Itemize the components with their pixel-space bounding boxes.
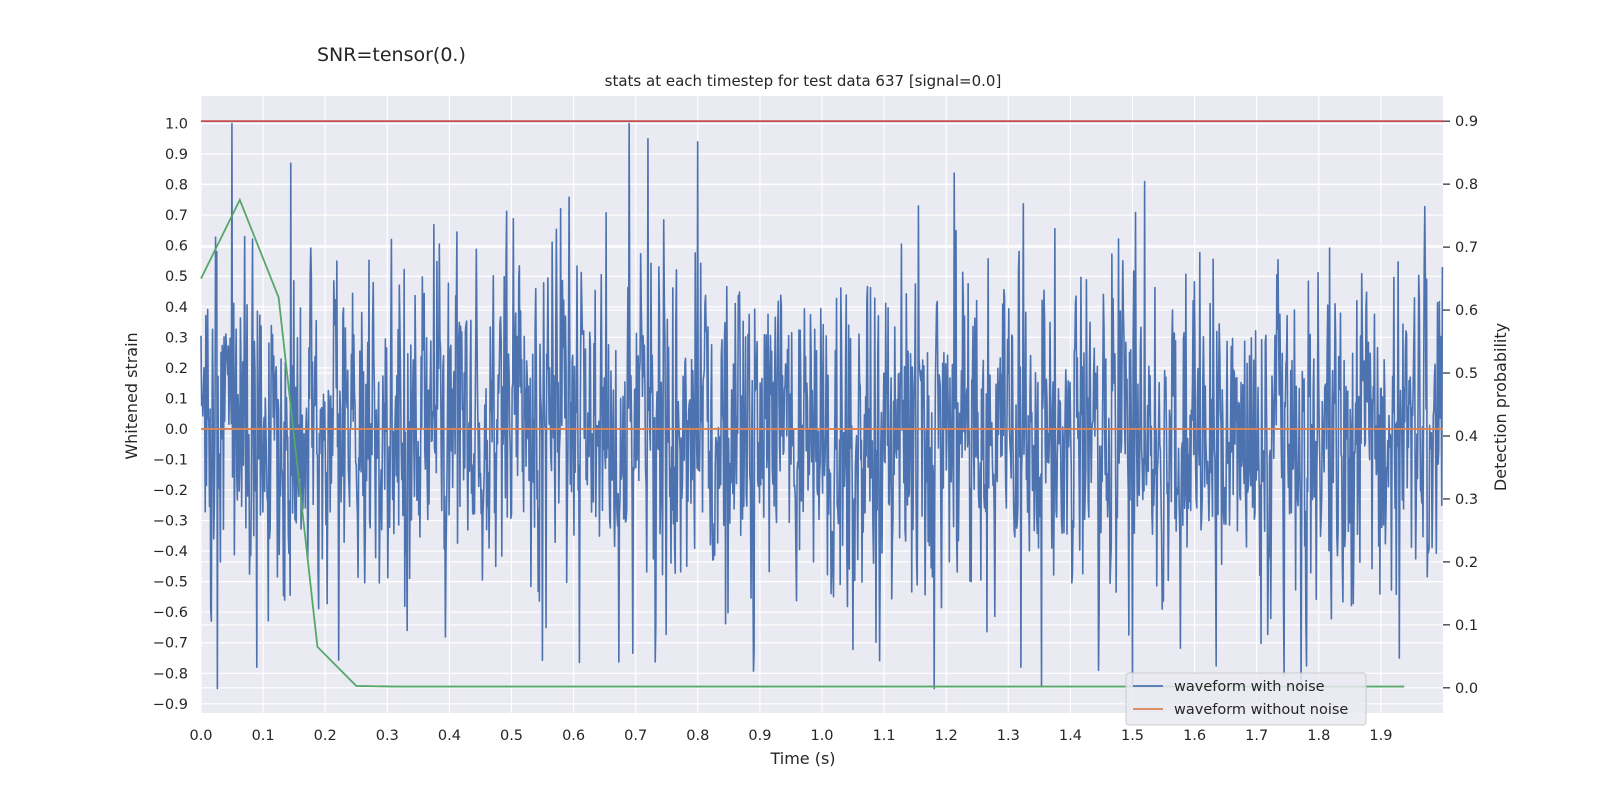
y-tick-label-7: 0.3 [165,330,188,346]
y-tick-label-8: 0.2 [165,361,188,377]
x-tick-label-11: 1.1 [873,728,896,744]
x-tick-label-8: 0.8 [686,728,709,744]
y-right-tick-label-4: 0.5 [1455,366,1478,382]
y-axis-right-ticks: 0.9 0.8 0.7 0.6 0.5 0.4 0.3 0.2 0.1 0.0 [1443,114,1478,697]
series-detection-probability [200,197,1405,688]
y-tick-label-16: −0.6 [153,605,188,621]
y-tick-label-0: 1.0 [165,116,188,132]
y-axis-ticks: 1.0 0.9 0.8 0.7 0.6 0.5 0.4 0.3 0.2 0.1 0.0 −0.1 −0.… [153,116,188,712]
y-right-tick-label-3: 0.6 [1455,303,1478,319]
y-right-tick-label-7: 0.2 [1455,555,1478,571]
x-axis-ticks: 0.0 0.1 0.2 0.3 0.4 0.5 0.6 0.7 0.8 0.9 1.0 1.1 1.2 1… [189,728,1392,744]
y-tick-label-1: 0.9 [165,147,188,163]
legend-label-noise: waveform with noise [1174,679,1325,695]
y-tick-label-15: −0.5 [153,575,188,591]
x-tick-label-19: 1.9 [1369,728,1392,744]
y-right-tick-label-2: 0.7 [1455,240,1478,256]
x-tick-label-10: 1.0 [810,728,833,744]
y-tick-label-13: −0.3 [153,514,188,530]
x-tick-label-13: 1.3 [997,728,1020,744]
x-tick-label-0: 0.0 [189,728,212,744]
y-tick-label-12: −0.2 [153,483,188,499]
y-right-tick-label-8: 0.1 [1455,618,1478,634]
x-tick-label-7: 0.7 [624,728,647,744]
y-tick-label-3: 0.7 [165,208,188,224]
y-tick-label-18: −0.8 [153,666,188,682]
series-layer [200,120,1444,690]
x-tick-label-14: 1.4 [1059,728,1082,744]
y-axis-right-label: Detection probability [1491,323,1510,491]
x-tick-label-5: 0.5 [500,728,523,744]
y-gridlines [201,120,1443,705]
chart-title: stats at each timestep for test data 637… [605,72,1002,90]
y-tick-label-17: −0.7 [153,636,188,652]
y-tick-label-4: 0.6 [165,239,188,255]
y-tick-label-6: 0.4 [165,300,188,316]
x-tick-label-15: 1.5 [1121,728,1144,744]
y-right-tick-label-1: 0.8 [1455,177,1478,193]
y-tick-label-10: 0.0 [165,422,188,438]
x-tick-label-3: 0.3 [376,728,399,744]
x-tick-label-9: 0.9 [748,728,771,744]
y-tick-label-19: −0.9 [153,697,188,713]
y-right-tick-label-9: 0.0 [1455,681,1478,697]
legend-label-clean: waveform without noise [1174,702,1348,718]
x-tick-label-6: 0.6 [562,728,585,744]
x-tick-label-1: 0.1 [252,728,275,744]
series-waveform-with-noise [200,122,1444,690]
x-tick-label-16: 1.6 [1183,728,1206,744]
legend-box [1125,672,1367,726]
y-tick-label-5: 0.5 [165,269,188,285]
x-tick-label-18: 1.8 [1307,728,1330,744]
y-tick-label-9: 0.1 [165,391,188,407]
y-axis-label: Whitened strain [122,332,141,459]
x-tick-label-2: 0.2 [314,728,337,744]
chart-suptitle: SNR=tensor(0.) [317,44,466,66]
y-right-tick-label-5: 0.4 [1455,429,1478,445]
x-tick-label-12: 1.2 [935,728,958,744]
y-right-tick-label-6: 0.3 [1455,492,1478,508]
y-tick-label-14: −0.4 [153,544,188,560]
y-tick-label-2: 0.8 [165,178,188,194]
x-tick-label-17: 1.7 [1245,728,1268,744]
x-tick-label-4: 0.4 [438,728,461,744]
x-axis-label: Time (s) [769,749,835,768]
y-tick-label-11: −0.1 [153,452,188,468]
legend: waveform with noise waveform without noi… [1125,672,1367,726]
y-right-tick-label-0: 0.9 [1455,114,1478,130]
